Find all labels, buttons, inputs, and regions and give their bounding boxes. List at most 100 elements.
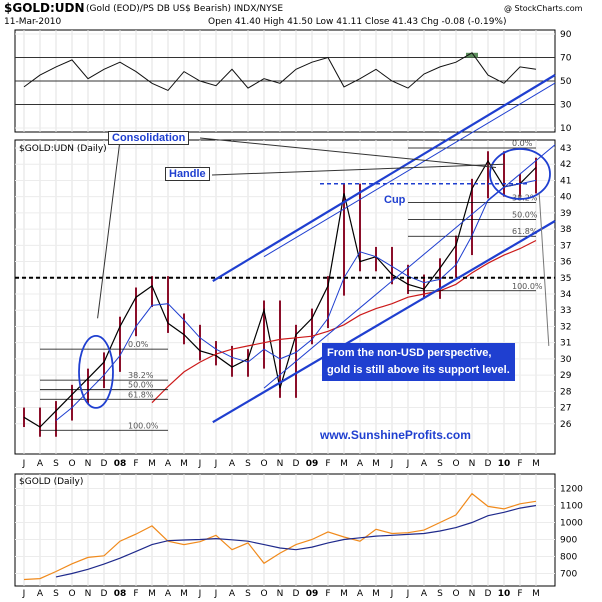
x-tick-label-gold: A	[37, 589, 44, 599]
left-fib-label: 61.8%	[128, 390, 154, 399]
price-tick-label: 27	[560, 404, 571, 414]
x-tick-label: 09	[306, 459, 319, 469]
support-trendline	[263, 144, 556, 389]
gold-tick-label: 1200	[560, 485, 583, 495]
x-tick-label: S	[437, 459, 443, 469]
rsi-line	[23, 52, 537, 92]
perspective-note: From the non-USD perspective, gold is st…	[322, 343, 515, 381]
left-fib-label: 0.0%	[128, 340, 149, 349]
channel-upper-line	[212, 74, 556, 282]
price-tick-label: 39	[560, 209, 572, 219]
right-fib-label: 0.0%	[512, 139, 533, 148]
axis-labels: JJAASSOONNDD0808FFMMAAMMJJJJAASSOONNDD09…	[22, 30, 584, 599]
x-tick-label: M	[340, 459, 348, 469]
price-tick-label: 34	[560, 290, 572, 300]
x-tick-label: N	[85, 459, 92, 469]
x-tick-label: M	[372, 459, 380, 469]
x-tick-label: A	[37, 459, 44, 469]
gold-tick-label: 800	[560, 553, 577, 563]
x-tick-label-gold: M	[180, 589, 188, 599]
price-tick-label: 36	[560, 258, 572, 268]
x-tick-label-gold: 09	[306, 589, 319, 599]
gold-tick-label: 700	[560, 570, 577, 580]
gold-plot	[23, 492, 537, 581]
x-tick-label-gold: J	[214, 589, 218, 599]
x-tick-label-gold: J	[406, 589, 410, 599]
x-tick-label-gold: O	[68, 589, 75, 599]
price-tick-label: 42	[560, 160, 571, 170]
x-tick-label: M	[532, 459, 540, 469]
x-tick-label: J	[406, 459, 410, 469]
chart-description: (Gold (EOD)/PS DB US$ Bearish) INDX/NYSE	[86, 4, 283, 14]
x-tick-label: A	[421, 459, 428, 469]
x-tick-label-gold: 10	[498, 589, 511, 599]
x-tick-label-gold: M	[340, 589, 348, 599]
price-tick-label: 35	[560, 274, 571, 284]
gold-price-line	[23, 492, 537, 581]
description-text: (Gold (EOD)/PS DB US$ Bearish)	[86, 4, 232, 14]
right-fib-label: 100.0%	[512, 282, 543, 291]
x-tick-label: O	[452, 459, 459, 469]
ohlc-readout: Open 41.40 High 41.50 Low 41.11 Close 41…	[208, 17, 507, 27]
x-tick-label: O	[260, 459, 267, 469]
rsi-overbought-fill	[466, 52, 478, 58]
right-fib-label: 61.8%	[512, 227, 538, 236]
x-tick-label: D	[101, 459, 108, 469]
x-tick-label-gold: A	[165, 589, 172, 599]
price-tick-label: 33	[560, 306, 571, 316]
rsi-tick-label: 30	[560, 101, 572, 111]
x-tick-label-gold: O	[452, 589, 459, 599]
price-tick-label: 30	[560, 355, 572, 365]
price-tick-label: 43	[560, 144, 571, 154]
x-tick-label: 10	[498, 459, 511, 469]
consolidation-pointer	[199, 137, 497, 168]
x-tick-label-gold: J	[22, 589, 26, 599]
x-tick-label: A	[165, 459, 172, 469]
stockcharts-watermark: @ StockCharts.com	[504, 4, 583, 13]
price-tick-label: 41	[560, 176, 571, 186]
gold-moving-average	[55, 504, 537, 578]
moving-average-short	[55, 179, 537, 421]
exchange-text: INDX/NYSE	[233, 4, 284, 14]
x-tick-label-gold: A	[229, 589, 236, 599]
x-tick-label: M	[180, 459, 188, 469]
price-tick-label: 32	[560, 322, 571, 332]
main-panel-label: $GOLD:UDN (Daily)	[19, 144, 107, 154]
consolidation-ellipse	[78, 334, 114, 409]
x-tick-label-gold: F	[325, 589, 330, 599]
x-tick-label: F	[133, 459, 138, 469]
chart-symbol: $GOLD:UDN	[4, 1, 85, 15]
right-fib-label: 50.0%	[512, 210, 538, 219]
perspective-pointer	[538, 193, 550, 346]
moving-average-long	[151, 239, 537, 404]
price-tick-label: 29	[560, 371, 572, 381]
price-tick-label: 37	[560, 241, 571, 251]
x-tick-label-gold: N	[277, 589, 284, 599]
price-plot	[23, 151, 537, 437]
consolidation-label: Consolidation	[108, 131, 190, 145]
left-fib-label: 38.2%	[128, 371, 154, 380]
x-tick-label-gold: F	[517, 589, 522, 599]
annotation-layer: 0.0%38.2%50.0%61.8%100.0%0.0%38.2%50.0%6…	[15, 74, 556, 431]
x-tick-label-gold: N	[469, 589, 476, 599]
handle-label: Handle	[165, 167, 210, 181]
x-tick-label-gold: M	[532, 589, 540, 599]
x-tick-label: J	[214, 459, 218, 469]
rsi-tick-label: 50	[560, 77, 572, 87]
main-panel-frame	[14, 139, 556, 455]
price-tick-label: 31	[560, 339, 571, 349]
x-tick-label: N	[469, 459, 476, 469]
price-tick-label: 38	[560, 225, 572, 235]
x-tick-label-gold: N	[85, 589, 92, 599]
x-tick-label-gold: A	[421, 589, 428, 599]
x-tick-label: O	[68, 459, 75, 469]
x-tick-label: J	[198, 459, 202, 469]
website-label: www.SunshineProfits.com	[320, 428, 471, 442]
rsi-tick-label: 90	[560, 30, 572, 40]
x-tick-label-gold: S	[437, 589, 443, 599]
x-tick-label-gold: J	[198, 589, 202, 599]
x-tick-label: D	[485, 459, 492, 469]
gold-panel-frame	[14, 473, 556, 587]
x-tick-label: F	[517, 459, 522, 469]
gold-tick-label: 900	[560, 536, 577, 546]
